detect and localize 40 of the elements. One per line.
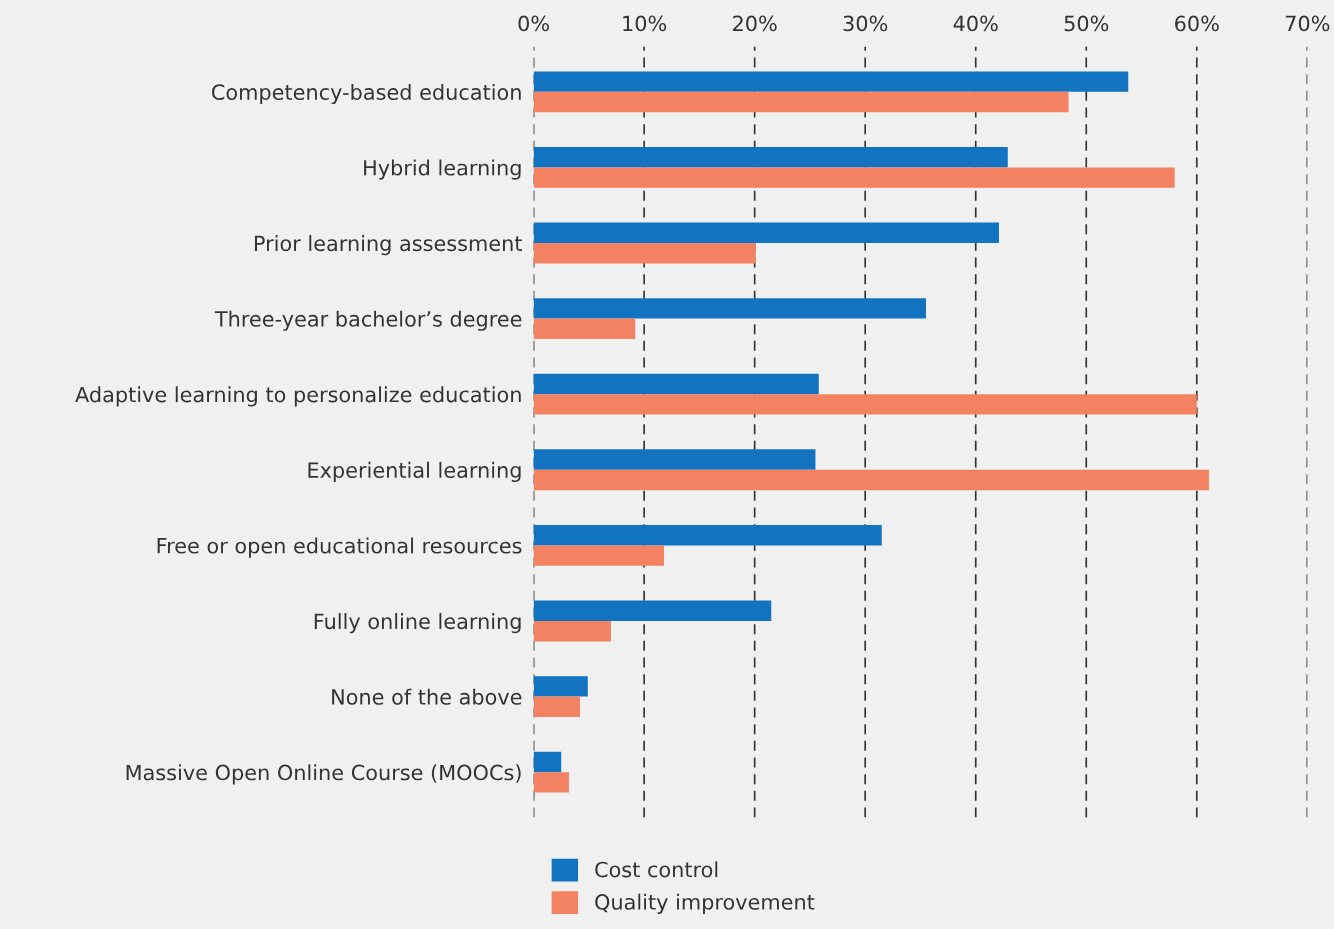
y-tick-label: Fully online learning — [314, 613, 521, 634]
x-tick-label: 50% — [1064, 15, 1109, 32]
bar — [533, 91, 1069, 113]
bar — [533, 524, 882, 546]
bar — [533, 696, 581, 717]
legend-label: Cost control — [595, 861, 718, 878]
bar — [533, 772, 569, 793]
y-tick-label: Hybrid learning — [364, 159, 521, 180]
x-tick-label: 20% — [733, 15, 777, 32]
bar — [533, 394, 1197, 415]
x-tick-label: 10% — [623, 15, 667, 32]
bar — [533, 243, 756, 264]
bar — [533, 222, 999, 243]
x-tick-label: 60% — [1175, 15, 1219, 32]
y-tick-label: Adaptive learning to personalize education — [75, 386, 521, 407]
legend-label: Quality improvement — [595, 893, 815, 914]
bar — [533, 469, 1209, 491]
y-tick-label: Free or open educational resources — [157, 537, 522, 558]
bar — [533, 318, 636, 339]
bar — [533, 146, 1008, 168]
y-tick-label: Three-year bachelor’s degree — [214, 310, 522, 331]
y-tick-label: Competency-based education — [212, 83, 521, 105]
bar — [533, 545, 665, 566]
y-tick-label: Prior learning assessment — [254, 235, 522, 256]
y-tick-label: None of the above — [332, 688, 522, 705]
bar — [533, 298, 926, 319]
bar — [533, 620, 611, 642]
bar — [533, 71, 1129, 92]
bar — [533, 751, 562, 773]
x-tick-label: 30% — [843, 15, 888, 32]
x-tick-label: 0% — [518, 15, 549, 32]
x-tick-label: 70% — [1285, 15, 1330, 32]
bar — [533, 373, 819, 395]
y-tick-label: Experiential learning — [308, 461, 521, 483]
bar — [533, 167, 1175, 188]
bar — [533, 676, 588, 697]
y-tick-label: Massive Open Online Course (MOOCs) — [126, 764, 521, 785]
bar — [533, 600, 772, 621]
bar — [533, 449, 816, 470]
x-tick-label: 40% — [953, 15, 998, 32]
